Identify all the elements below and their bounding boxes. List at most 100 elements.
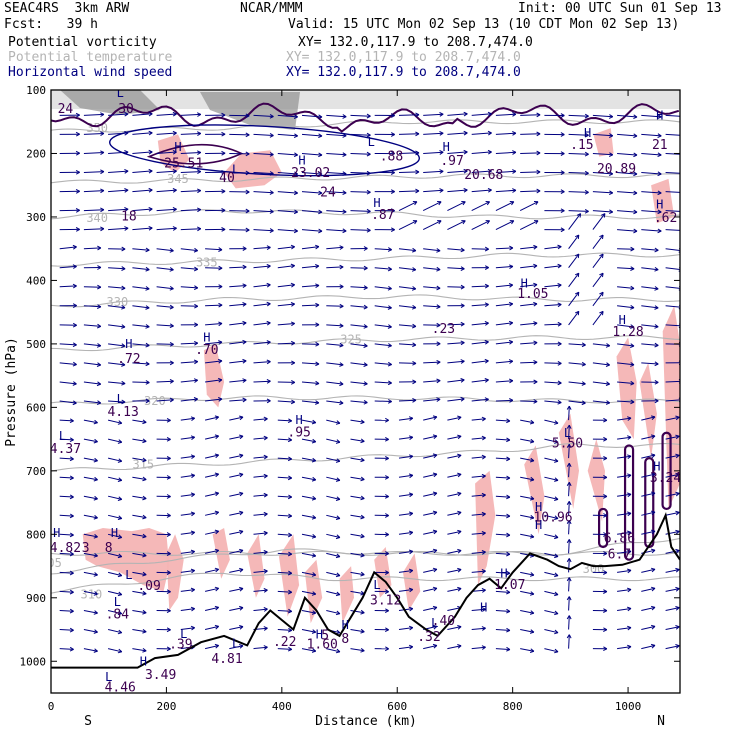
wind-vector-head xyxy=(432,605,438,611)
wind-vector xyxy=(566,577,572,592)
wind-vector-head xyxy=(214,605,220,611)
wind-vector xyxy=(398,379,417,385)
wind-vector-head xyxy=(506,513,511,519)
wind-vector xyxy=(566,558,572,573)
wind-vector-shaft xyxy=(205,248,223,251)
wind-vector-head xyxy=(657,152,662,158)
wind-vector xyxy=(59,322,77,328)
wind-vector xyxy=(253,340,271,345)
wind-vector-shaft xyxy=(423,568,438,573)
wind-vector xyxy=(253,132,274,138)
wind-vector xyxy=(180,568,195,574)
wind-vector-shaft xyxy=(83,419,98,424)
wind-vector-shaft xyxy=(350,438,365,442)
wind-vector-shaft xyxy=(544,457,559,462)
wind-vector-head xyxy=(239,453,244,459)
wind-vector xyxy=(132,130,153,136)
convective-shading xyxy=(475,470,496,586)
extremum-marker: H xyxy=(480,600,487,614)
wind-vector-shaft xyxy=(301,590,316,595)
wind-vector xyxy=(544,590,559,597)
wind-vector-shaft xyxy=(617,343,635,347)
extremum-marker: L xyxy=(368,135,375,149)
wind-vector-shaft xyxy=(253,341,271,345)
wind-vector xyxy=(495,359,514,364)
speed-value-label: 18 xyxy=(121,210,137,225)
wind-vector xyxy=(326,495,341,501)
wind-vector-head xyxy=(560,208,565,214)
wind-vector-head xyxy=(360,533,365,539)
wind-vector-shaft xyxy=(350,267,368,269)
wind-vector xyxy=(665,153,680,155)
wind-vector-head xyxy=(630,362,635,367)
wind-vector-head xyxy=(218,265,223,271)
wind-vector-shaft xyxy=(423,454,438,459)
wind-vector-head xyxy=(315,400,320,405)
wind-vector xyxy=(83,112,105,117)
wind-vector-head xyxy=(682,114,686,118)
wind-vector xyxy=(544,113,565,118)
wind-vector-shaft xyxy=(423,267,441,271)
wind-vector-shaft xyxy=(107,419,122,424)
wind-vector-shaft xyxy=(471,248,489,250)
wind-vector-head xyxy=(408,568,414,574)
wind-vector-head xyxy=(650,586,656,592)
wind-vector-shaft xyxy=(617,362,635,366)
wind-vector-shaft xyxy=(350,362,368,366)
wind-vector-head xyxy=(360,514,365,520)
wind-vector-head xyxy=(366,113,371,119)
speed-value-label: .72 xyxy=(117,352,140,367)
wind-vector xyxy=(83,169,105,175)
wind-vector xyxy=(398,492,414,498)
wind-vector xyxy=(495,378,514,384)
wind-vector-head xyxy=(554,591,559,597)
wind-vector-shaft xyxy=(398,305,416,309)
wind-vector-shaft xyxy=(398,343,416,346)
wind-vector-shaft xyxy=(665,550,680,554)
wind-vector-head xyxy=(75,112,80,118)
wind-vector xyxy=(180,266,199,272)
wind-vector-shaft xyxy=(520,171,541,173)
wind-vector-head xyxy=(654,342,659,348)
wind-vector-head xyxy=(190,435,195,440)
wind-vector-shaft xyxy=(447,473,462,478)
wind-vector-head xyxy=(506,418,511,424)
wind-vector-head xyxy=(193,340,199,346)
speed-value-label: .95 xyxy=(287,425,310,440)
wind-vector-shaft xyxy=(423,286,441,289)
wind-vector-shaft xyxy=(568,343,586,346)
wind-vector-shaft xyxy=(495,629,510,631)
wind-vector-shaft xyxy=(108,132,129,135)
wind-vector-shaft xyxy=(253,246,271,250)
wind-vector-head xyxy=(487,111,492,117)
speed-value-label: .62 xyxy=(654,211,677,226)
wind-vector xyxy=(617,435,632,440)
speed-value-label: 3.49 xyxy=(145,668,176,683)
wind-vector xyxy=(350,571,365,577)
wind-vector-shaft xyxy=(205,379,222,383)
wind-vector xyxy=(59,303,77,309)
wind-vector-head xyxy=(412,379,417,385)
wind-vector-shaft xyxy=(374,267,392,270)
wind-vector-head xyxy=(566,539,572,544)
wind-vector xyxy=(277,532,293,538)
wind-vector-shaft xyxy=(350,210,371,212)
wind-vector-shaft xyxy=(253,380,271,383)
wind-vector xyxy=(350,362,368,367)
wind-vector-head xyxy=(457,510,462,516)
wind-vector xyxy=(374,113,395,118)
wind-vector xyxy=(59,532,74,538)
wind-vector-head xyxy=(682,172,686,176)
speed-value-label: 24 xyxy=(58,102,74,117)
wind-vector-head xyxy=(484,283,489,289)
wind-vector-head xyxy=(432,567,438,573)
wind-vector xyxy=(641,529,656,535)
wind-vector xyxy=(277,494,293,500)
wind-vector-head xyxy=(172,149,177,155)
wind-vector-head xyxy=(436,304,441,310)
wind-vector-shaft xyxy=(326,343,344,346)
wind-vector-shaft xyxy=(447,626,462,630)
wind-vector xyxy=(665,210,680,212)
wind-vector-shaft xyxy=(447,189,468,193)
wind-vector-head xyxy=(266,245,271,251)
